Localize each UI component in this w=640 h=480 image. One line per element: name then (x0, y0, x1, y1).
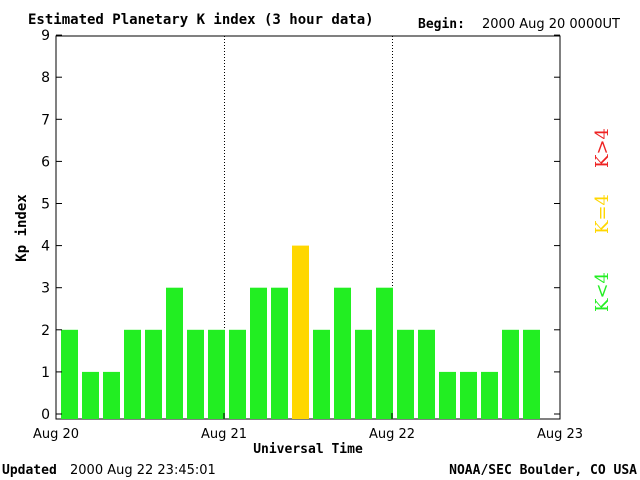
x-tick-label-2: Aug 22 (369, 427, 415, 442)
legend-entry-2: K>4 (592, 128, 613, 168)
grid-layer (224, 36, 393, 419)
begin-value: 2000 Aug 20 0000UT (482, 17, 620, 32)
y-tick-label-2: 2 (41, 323, 50, 339)
y-tick-label-8: 8 (41, 70, 50, 86)
kp-bar-18 (439, 371, 456, 419)
x-tick-label-1: Aug 21 (201, 427, 247, 442)
kp-bar-21 (502, 329, 519, 419)
kp-bar-14 (355, 329, 372, 419)
chart-title: Estimated Planetary K index (3 hour data… (28, 12, 374, 28)
y-tick-label-7: 7 (41, 112, 50, 128)
legend-entry-0: K<4 (592, 272, 613, 312)
y-tick-label-4: 4 (41, 239, 50, 255)
kp-bar-8 (229, 329, 246, 419)
bars-layer (61, 245, 540, 419)
x-tick-label-0: Aug 20 (33, 427, 79, 442)
source-credit: NOAA/SEC Boulder, CO USA (449, 463, 637, 478)
kp-bar-13 (334, 287, 351, 419)
kp-bar-4 (145, 329, 162, 419)
x-axis-ticks: Aug 20 Aug 21 Aug 22 Aug 23 (33, 413, 583, 442)
y-axis-label: Kp index (14, 194, 30, 262)
x-tick-label-3: Aug 23 (537, 427, 583, 442)
y-tick-label-5: 5 (41, 197, 50, 213)
kp-bar-11 (292, 245, 309, 419)
color-legend: K<4 K=4 K>4 (592, 128, 613, 312)
kp-bar-2 (103, 371, 120, 419)
kp-bar-16 (397, 329, 414, 419)
kp-bar-3 (124, 329, 141, 419)
y-tick-label-9: 9 (41, 28, 50, 44)
legend-entry-1: K=4 (592, 194, 613, 234)
kp-bar-0 (61, 329, 78, 419)
y-tick-label-0: 0 (41, 407, 50, 423)
y-tick-label-1: 1 (41, 365, 50, 381)
kp-bar-17 (418, 329, 435, 419)
updated-value: 2000 Aug 22 23:45:01 (70, 463, 216, 478)
kp-bar-10 (271, 287, 288, 419)
kp-bar-15 (376, 287, 393, 419)
kp-bar-20 (481, 371, 498, 419)
kp-bar-12 (313, 329, 330, 419)
kp-bar-5 (166, 287, 183, 419)
begin-label: Begin: (418, 17, 465, 32)
kp-bar-1 (82, 371, 99, 419)
x-axis-label: Universal Time (253, 442, 363, 457)
kp-bar-19 (460, 371, 477, 419)
updated-label: Updated (2, 463, 57, 478)
kp-bar-9 (250, 287, 267, 419)
y-tick-label-6: 6 (41, 154, 50, 170)
kp-bar-22 (523, 329, 540, 419)
y-tick-label-3: 3 (41, 281, 50, 297)
kp-bar-7 (208, 329, 225, 419)
y-axis-ticks: 0 1 2 3 4 5 6 7 8 9 (41, 28, 560, 423)
kp-bar-6 (187, 329, 204, 419)
